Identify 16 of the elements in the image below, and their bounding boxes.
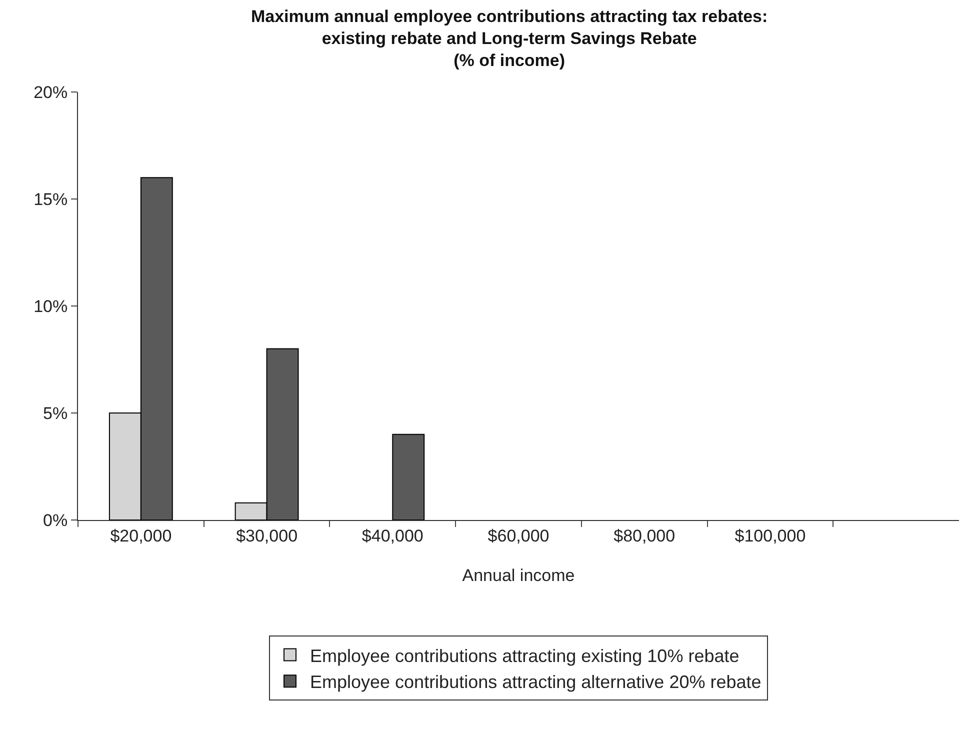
x-tick-label: $60,000 [488,526,550,546]
x-tick-label: $30,000 [236,526,298,546]
x-tick-label: $100,000 [734,526,806,546]
legend-label: Employee contributions attracting alternative 20% rebate [310,672,762,692]
y-tick-label: 5% [43,404,68,423]
x-tick-label: $20,000 [110,526,172,546]
x-axis-title: Annual income [462,566,575,585]
bar [392,434,425,520]
y-tick-label: 0% [43,510,68,530]
y-tick-label: 10% [34,296,68,316]
y-tick-label: 15% [34,190,68,209]
x-tick-label: $40,000 [362,526,424,546]
y-tick-label: 20% [34,82,68,102]
chart-title: Maximum annual employee contributions attracting tax rebates: existing rebate and Long-term Savings Rebate (% of income) [250,6,768,70]
legend-label: Employee contributions attracting existing 10% rebate [310,646,740,666]
x-tick-label: $80,000 [614,526,676,546]
